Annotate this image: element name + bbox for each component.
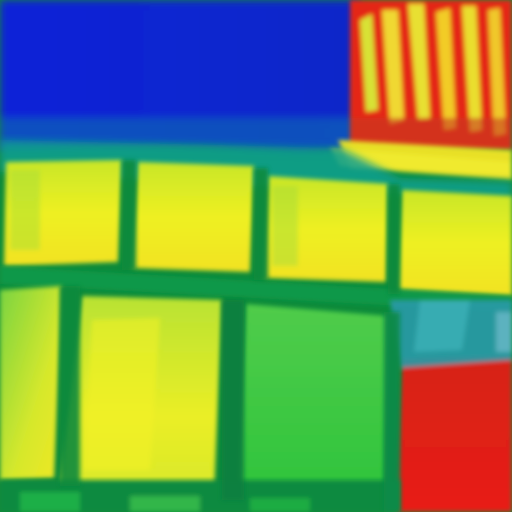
- cold-region: [0, 0, 360, 152]
- panel-row-bottom: [0, 286, 388, 500]
- panel-top-2: [132, 162, 254, 272]
- panel-row-top: [4, 160, 512, 296]
- hot-roof: [390, 300, 512, 512]
- panel-frames: [60, 160, 400, 512]
- panel-bottom-3: [238, 304, 388, 500]
- panel-top-4: [398, 190, 512, 296]
- row-divider: [0, 266, 512, 312]
- panel-bottom-1: [0, 286, 62, 480]
- hot-striped-structure: [350, 0, 512, 150]
